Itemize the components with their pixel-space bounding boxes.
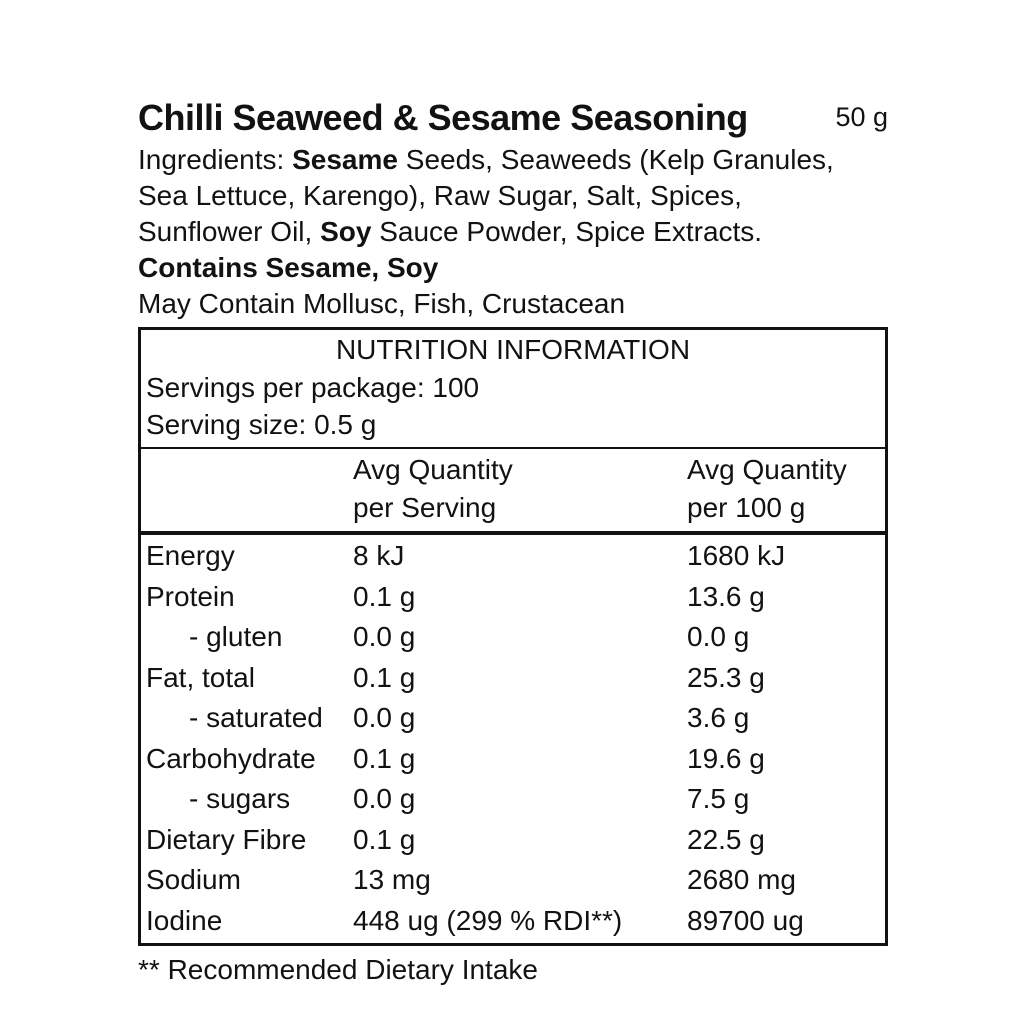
nutrient-per-serving-value: 0.1 g [353,580,416,612]
nutrient-name: Sodium [146,864,241,895]
nutrient-name: - saturated [189,702,323,733]
contains-statement: Contains Sesame, Soy [138,252,439,283]
nutrient-per-100g-value: 1680 kJ [687,540,786,571]
nutrient-row: - saturated 0.0 g 3.6 g [141,698,885,739]
nutrient-per-serving-value: 8 kJ [353,540,405,571]
nutrient-per-serving-value: 0.0 g [353,621,416,652]
allergen-emphasis-text: Soy [320,216,372,247]
nutrient-row: Sodium 13 mg 2680 mg [141,860,885,901]
nutrition-rows: Energy 8 kJ 1680 kJ Protein 0.1 g 13.6 g - glu… [141,535,885,943]
nutrient-name: Iodine [146,904,223,936]
nutrient-per-100g-value: 3.6 g [687,702,750,733]
nutrient-name: Protein [146,580,235,612]
nutrient-name: Energy [146,540,235,571]
nutrient-row: Carbohydrate 0.1 g 19.6 g [141,739,885,780]
nutrient-per-serving-value: 0.0 g [353,783,416,814]
ingredients-line: Sunflower Oil, Soy Sauce Powder, Spice E… [138,214,888,250]
nutrient-per-100g-value: 25.3 g [687,661,765,693]
header-per-100g-line2: per 100 g [687,492,806,523]
nutrient-per-100g-value: 89700 ug [687,904,804,936]
allergen-emphasis-text: Sesame [292,144,398,175]
ingredients-line: Ingredients: Sesame Seeds, Seaweeds (Kel… [138,142,888,178]
title-row: Chilli Seaweed & Sesame Seasoning 50 g [138,100,888,136]
nutrient-name: - sugars [189,783,291,814]
ingredients-text: Sauce Powder, Spice Extracts. [371,216,763,247]
product-title: Chilli Seaweed & Sesame Seasoning [138,97,748,138]
nutrient-per-100g-value: 13.6 g [687,580,765,612]
serving-size: Serving size: 0.5 g [146,409,377,440]
nutrition-table: NUTRITION INFORMATION Servings per packa… [138,327,888,946]
nutrient-name: - gluten [189,621,283,652]
nutrient-row: - gluten 0.0 g 0.0 g [141,617,885,658]
nutrient-per-serving-value: 0.1 g [353,823,416,855]
nutrient-per-serving-value: 13 mg [353,864,431,895]
net-weight: 50 g [835,102,888,132]
nutrient-name: Carbohydrate [146,742,316,774]
nutrient-row: Protein 0.1 g 13.6 g [141,577,885,618]
ingredients-line: Sea Lettuce, Karengo), Raw Sugar, Salt, … [138,178,888,214]
nutrition-table-title: NUTRITION INFORMATION [335,334,691,365]
nutrient-per-100g-value: 22.5 g [687,823,765,855]
header-per-serving-column: Avg Quantity per Serving [353,451,687,527]
header-nutrient-column [141,451,353,527]
header-per-100g-column: Avg Quantity per 100 g [687,451,885,527]
ingredients-text: Ingredients: [138,144,293,175]
nutrient-per-100g-value: 7.5 g [687,783,750,814]
ingredients-text: Seeds, Seaweeds (Kelp Granules, [397,144,834,175]
nutrient-per-serving-value: 0.0 g [353,702,416,733]
nutrient-per-100g-value: 2680 mg [687,864,796,895]
header-per-100g-line1: Avg Quantity [687,454,847,485]
nutrient-per-100g-value: 19.6 g [687,742,765,774]
product-label: Chilli Seaweed & Sesame Seasoning 50 g I… [138,100,888,986]
nutrient-row: Fat, total 0.1 g 25.3 g [141,658,885,699]
nutrient-row: - sugars 0.0 g 7.5 g [141,779,885,820]
header-per-serving-line1: Avg Quantity [353,454,513,485]
ingredients-text: Sunflower Oil, [138,216,321,247]
nutrient-row: Dietary Fibre 0.1 g 22.5 g [141,820,885,861]
nutrient-row: Iodine 448 ug (299 % RDI**) 89700 ug [141,901,885,942]
nutrient-row: Energy 8 kJ 1680 kJ [141,536,885,577]
nutrition-table-header: Avg Quantity per Serving Avg Quantity pe… [141,447,885,535]
rdi-footnote: ** Recommended Dietary Intake [138,954,538,985]
nutrient-name: Fat, total [146,661,255,693]
nutrient-per-serving-value: 0.1 g [353,742,416,774]
ingredients-text: Sea Lettuce, Karengo), Raw Sugar, Salt, … [138,180,742,211]
nutrient-per-serving-value: 448 ug (299 % RDI**) [353,904,623,936]
header-per-serving-line2: per Serving [353,492,497,523]
servings-per-package: Servings per package: 100 [146,372,480,403]
nutrient-per-100g-value: 0.0 g [687,621,750,652]
may-contain-statement: May Contain Mollusc, Fish, Crustacean [138,288,626,319]
nutrient-per-serving-value: 0.1 g [353,661,416,693]
nutrient-name: Dietary Fibre [146,823,307,855]
ingredients-block: Ingredients: Sesame Seeds, Seaweeds (Kel… [138,142,888,250]
